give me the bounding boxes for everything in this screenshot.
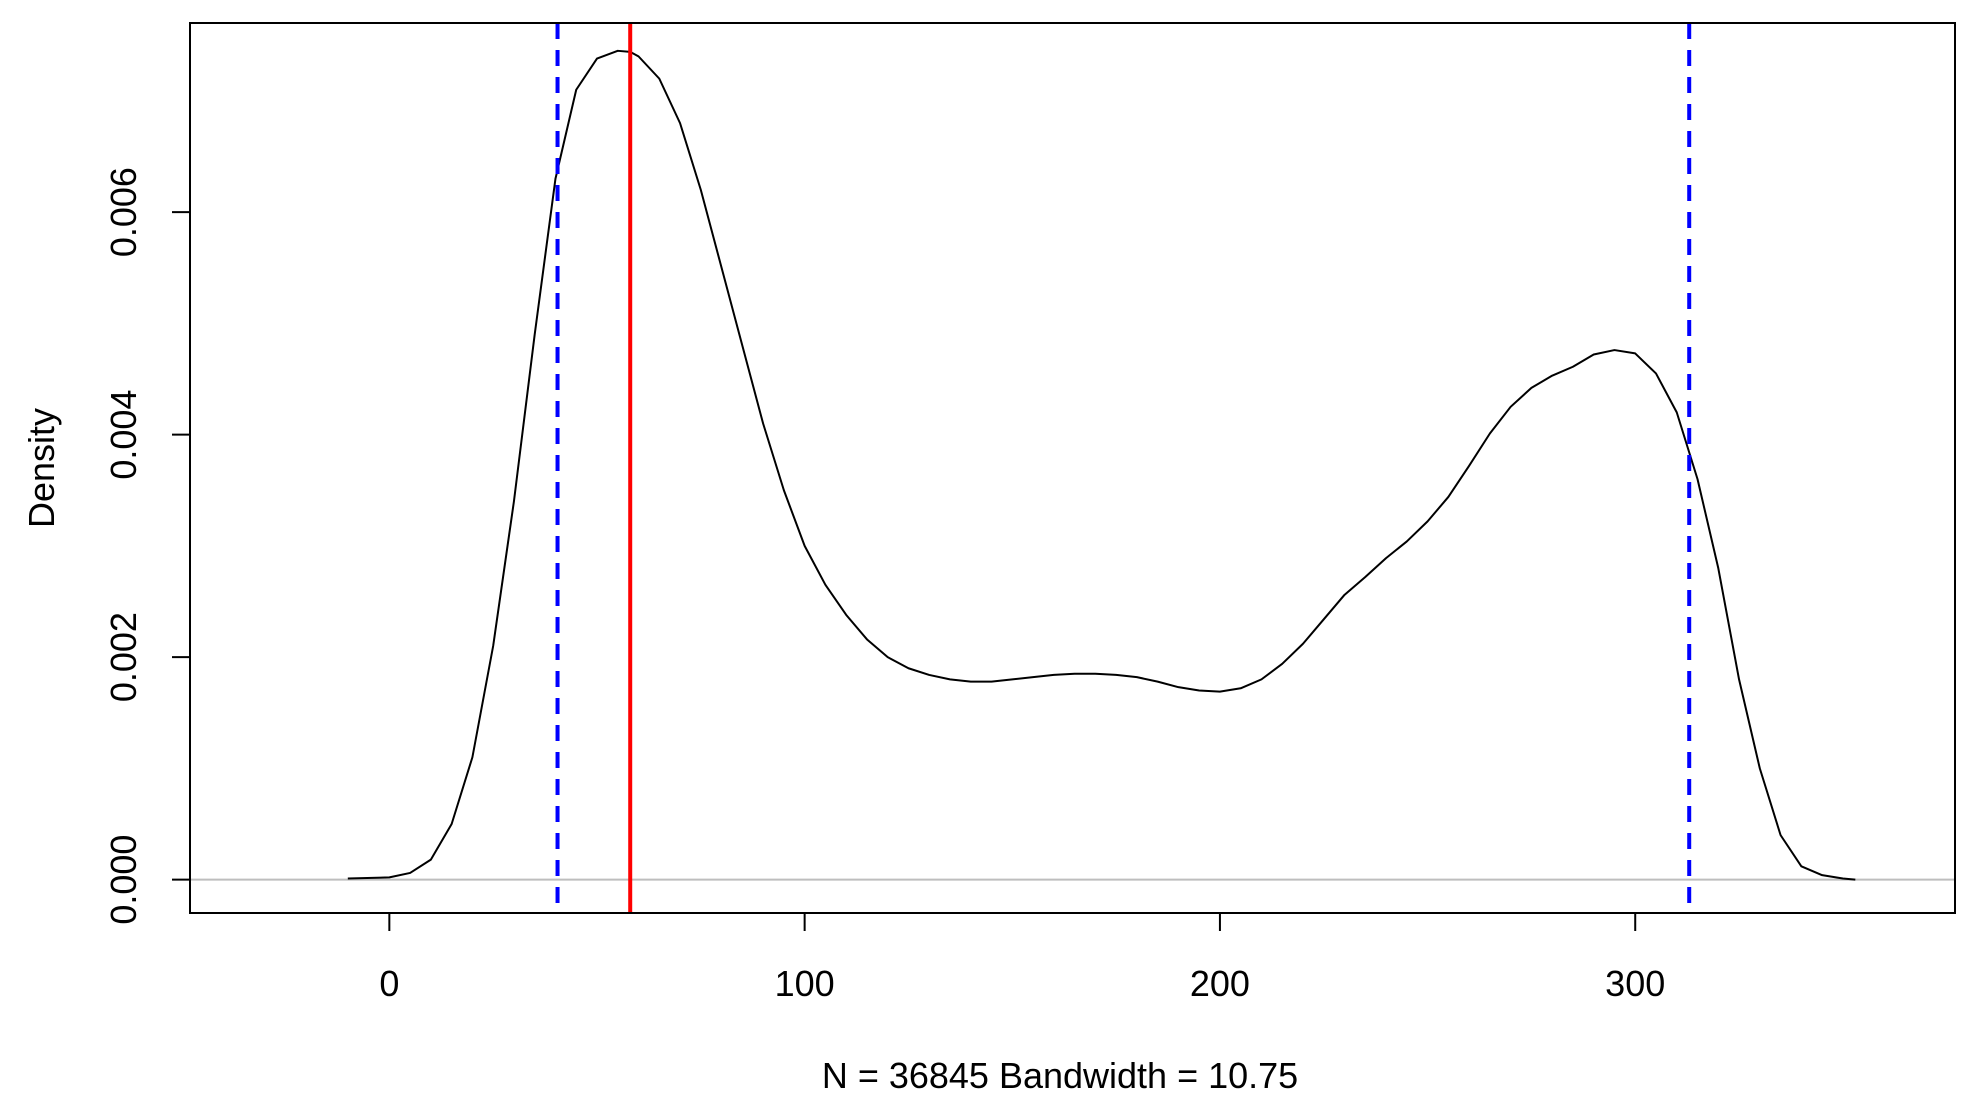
x-tick-label: 300 xyxy=(1605,963,1665,1004)
y-tick-label: 0.002 xyxy=(103,612,144,702)
x-tick-label: 100 xyxy=(775,963,835,1004)
x-tick-label: 200 xyxy=(1190,963,1250,1004)
y-tick-label: 0.000 xyxy=(103,835,144,925)
y-tick-label: 0.006 xyxy=(103,167,144,257)
x-tick-label: 0 xyxy=(379,963,399,1004)
y-axis-title: Density xyxy=(21,408,62,528)
x-axis: 0 100 200 300 xyxy=(379,912,1665,1004)
y-tick-label: 0.004 xyxy=(103,390,144,480)
y-axis: 0.000 0.002 0.004 0.006 xyxy=(103,167,191,925)
density-curve xyxy=(347,49,1856,881)
vline-layer xyxy=(555,23,1692,913)
curve-layer xyxy=(347,49,1856,881)
x-axis-title: N = 36845 Bandwidth = 10.75 xyxy=(822,1055,1298,1096)
